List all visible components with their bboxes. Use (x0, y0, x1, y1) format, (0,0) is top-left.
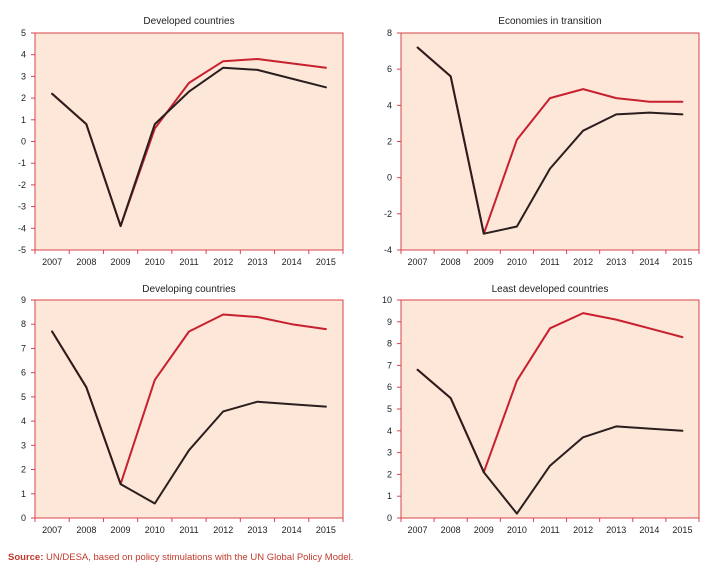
y-tick-label: 6 (387, 64, 392, 74)
y-tick-label: 7 (21, 343, 26, 353)
source-label: Source: (8, 552, 44, 563)
panel-title: Developing countries (142, 284, 235, 295)
y-tick-label: 4 (21, 416, 26, 426)
panel-developing-countries: Developing countries 0 1 2 3 4 5 6 7 8 9 2007 2008 20… (21, 284, 344, 535)
plot-area (400, 299, 700, 519)
x-tick-label: 2015 (672, 257, 692, 267)
y-tick-label: -5 (18, 245, 26, 255)
x-tick-label: 2010 (507, 257, 527, 267)
x-tick-label: 2013 (247, 257, 267, 267)
x-tick-label: 2014 (639, 257, 659, 267)
x-tick-label: 2013 (606, 257, 626, 267)
panel-title: Developed countries (143, 16, 234, 27)
y-tick-label: 1 (21, 115, 26, 125)
x-tick-label: 2014 (282, 257, 302, 267)
y-tick-label: 8 (387, 28, 392, 38)
series-line-black (416, 368, 684, 515)
y-tick-label: -2 (384, 209, 392, 219)
y-tick-label: 9 (21, 295, 26, 305)
x-tick-label: 2011 (540, 257, 559, 267)
y-tick-label: 5 (387, 404, 392, 414)
y-tick-label: 8 (387, 339, 392, 349)
x-tick-label: 2009 (111, 257, 131, 267)
y-tick-label: 4 (387, 100, 392, 110)
x-tick-label: 2010 (145, 525, 165, 535)
y-tick-label: 2 (387, 469, 392, 479)
y-tick-label: 10 (382, 295, 392, 305)
x-tick-label: 2012 (213, 525, 233, 535)
x-tick-label: 2008 (76, 525, 96, 535)
y-tick-label: 3 (21, 440, 26, 450)
series-line-black (416, 46, 684, 235)
y-tick-label: 9 (387, 317, 392, 327)
x-tick-label: 2010 (507, 525, 527, 535)
x-tick-label: 2013 (247, 525, 267, 535)
y-tick-label: -1 (18, 158, 26, 168)
x-tick-label: 2008 (441, 257, 461, 267)
y-tick-label: -2 (18, 180, 26, 190)
source-text: UN/DESA, based on policy stimulations wi… (43, 552, 354, 563)
y-tick-label: 8 (21, 319, 26, 329)
panel-least-developed-countries: Least developed countries 0 1 2 3 4 5 6 7 8 9 10 200… (382, 284, 700, 535)
y-tick-label: 5 (21, 392, 26, 402)
plot-area (400, 32, 700, 251)
y-tick-label: 6 (387, 382, 392, 392)
x-tick-label: 2015 (316, 257, 336, 267)
y-tick-label: 2 (21, 93, 26, 103)
y-tick-label: 0 (21, 513, 26, 523)
y-tick-label: 3 (387, 448, 392, 458)
x-tick-label: 2015 (672, 525, 692, 535)
y-tick-label: -4 (18, 223, 26, 233)
x-tick-label: 2007 (408, 257, 428, 267)
panel-title: Economies in transition (498, 16, 601, 27)
x-tick-label: 2007 (408, 525, 428, 535)
y-tick-label: 2 (387, 137, 392, 147)
x-tick-label: 2008 (76, 257, 96, 267)
x-tick-label: 2015 (316, 525, 336, 535)
y-tick-label: 6 (21, 368, 26, 378)
y-tick-label: 7 (387, 360, 392, 370)
x-tick-label: 2007 (42, 525, 62, 535)
y-tick-label: 0 (387, 173, 392, 183)
panel-developed-countries: Developed countries -5 -4 -3 -2 -1 0 1 2 3 4 5 2007 2… (18, 16, 344, 267)
y-tick-label: 1 (21, 489, 26, 499)
y-tick-label: 5 (21, 28, 26, 38)
y-tick-label: 0 (387, 513, 392, 523)
y-tick-label: -4 (384, 245, 392, 255)
y-tick-label: 3 (21, 71, 26, 81)
x-tick-label: 2008 (441, 525, 461, 535)
y-tick-label: 0 (21, 137, 26, 147)
x-tick-label: 2011 (179, 257, 198, 267)
x-tick-label: 2013 (606, 525, 626, 535)
x-tick-label: 2012 (213, 257, 233, 267)
x-tick-label: 2011 (540, 525, 559, 535)
y-tick-label: 1 (387, 491, 392, 501)
panel-title: Least developed countries (492, 284, 609, 295)
x-tick-label: 2012 (573, 525, 593, 535)
x-tick-label: 2012 (573, 257, 593, 267)
x-tick-label: 2009 (111, 525, 131, 535)
x-tick-label: 2007 (42, 257, 62, 267)
y-tick-label: -3 (18, 202, 26, 212)
x-tick-label: 2014 (282, 525, 302, 535)
y-tick-label: 4 (21, 50, 26, 60)
series-line-black (51, 330, 327, 505)
series-line-black (51, 66, 327, 228)
x-tick-label: 2011 (179, 525, 198, 535)
x-tick-label: 2014 (639, 525, 659, 535)
x-tick-label: 2009 (474, 525, 494, 535)
panel-economies-in-transition: Economies in transition -4 -2 0 2 4 6 8 2007 2008… (384, 16, 700, 267)
source-note: Source: UN/DESA, based on policy stimula… (8, 552, 353, 563)
y-tick-label: 2 (21, 465, 26, 475)
plot-area (34, 32, 344, 251)
plot-area (34, 299, 344, 519)
y-tick-label: 4 (387, 426, 392, 436)
x-tick-label: 2009 (474, 257, 494, 267)
x-tick-label: 2010 (145, 257, 165, 267)
